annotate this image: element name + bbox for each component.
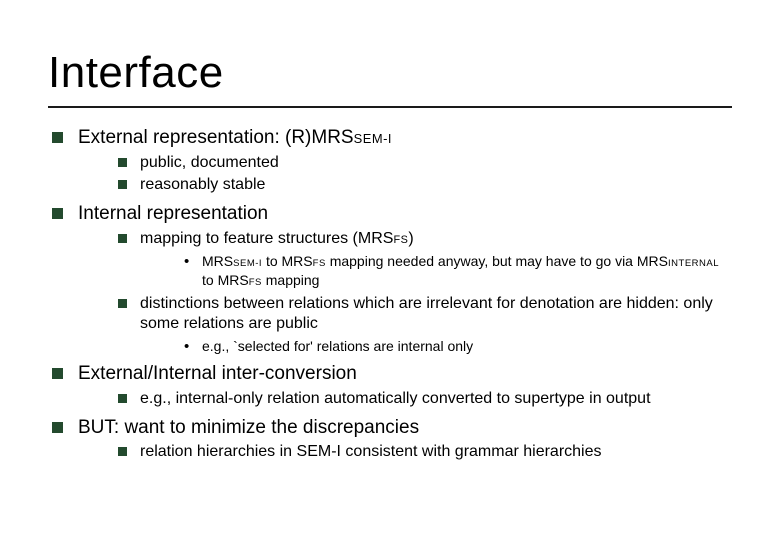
bullet-level1: BUT: want to minimize the discrepancies r…	[48, 416, 732, 463]
sublist-level2: relation hierarchies in SEM-I consistent…	[78, 442, 732, 463]
bullet-level1: Internal representation mapping to featur…	[48, 202, 732, 356]
sublist-level2: mapping to feature structures (MRSFS) MRS…	[78, 229, 732, 356]
bullet-text: reasonably stable	[140, 176, 265, 193]
bullet-level1: External representation: (R)MRSSEM-I publ…	[48, 126, 732, 196]
bullet-text: Internal representation	[78, 203, 268, 224]
sublist-level2: e.g., internal-only relation automatical…	[78, 389, 732, 410]
slide-title: Interface	[48, 48, 732, 98]
outline-root: External representation: (R)MRSSEM-I publ…	[48, 126, 732, 463]
bullet-level2: reasonably stable	[116, 175, 732, 196]
bullet-text: e.g., `selected for' relations are inter…	[202, 338, 473, 354]
sublist-level2: public, documented reasonably stable	[78, 153, 732, 197]
bullet-text: BUT: want to minimize the discrepancies	[78, 417, 419, 438]
bullet-level3: MRSSEM-I to MRSFS mapping needed anyway,…	[182, 252, 732, 290]
bullet-text: distinctions between relations which are…	[140, 295, 713, 333]
title-underline	[48, 106, 732, 108]
bullet-level2: relation hierarchies in SEM-I consistent…	[116, 442, 732, 463]
slide: Interface External representation: (R)MR…	[0, 0, 780, 540]
sublist-level3: e.g., `selected for' relations are inter…	[140, 337, 732, 356]
bullet-text: relation hierarchies in SEM-I consistent…	[140, 443, 602, 460]
bullet-level2: public, documented	[116, 153, 732, 174]
bullet-level2: mapping to feature structures (MRSFS) MRS…	[116, 229, 732, 290]
bullet-text: e.g., internal-only relation automatical…	[140, 390, 651, 407]
bullet-text: MRSSEM-I to MRSFS mapping needed anyway,…	[202, 253, 719, 288]
bullet-level2: distinctions between relations which are…	[116, 294, 732, 356]
bullet-level3: e.g., `selected for' relations are inter…	[182, 337, 732, 356]
bullet-text: mapping to feature structures (MRSFS)	[140, 230, 414, 247]
sublist-level3: MRSSEM-I to MRSFS mapping needed anyway,…	[140, 252, 732, 290]
bullet-text: External representation: (R)MRSSEM-I	[78, 127, 392, 148]
bullet-text: public, documented	[140, 154, 279, 171]
bullet-text: External/Internal inter-conversion	[78, 363, 357, 384]
bullet-level1: External/Internal inter-conversion e.g., …	[48, 362, 732, 409]
bullet-level2: e.g., internal-only relation automatical…	[116, 389, 732, 410]
